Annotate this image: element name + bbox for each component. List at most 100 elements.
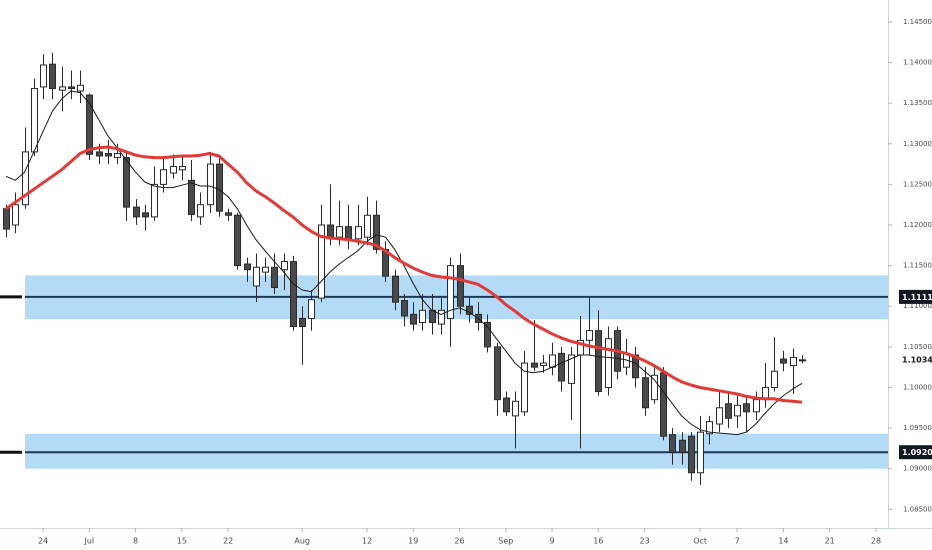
candle-body bbox=[558, 352, 565, 382]
y-tick-label: 1.08500 bbox=[903, 505, 932, 513]
candle: Aug 22 bbox=[438, 298, 445, 335]
price-labels: 1.11115 1.09203 1.10343 bbox=[899, 289, 932, 460]
candle: Jul 11 bbox=[160, 155, 167, 193]
candle: Aug 15 bbox=[392, 269, 399, 311]
candle-body bbox=[123, 157, 130, 208]
candle: Jul 25 bbox=[253, 253, 260, 303]
x-tick-label: 16 bbox=[593, 537, 603, 546]
candle: Sep 30 bbox=[688, 432, 695, 481]
y-tick-label: 1.11500 bbox=[903, 262, 932, 270]
candle: Oct 11 bbox=[771, 337, 778, 392]
x-tick-label: 14 bbox=[778, 537, 788, 546]
candle-body bbox=[743, 403, 750, 413]
candle-body bbox=[3, 208, 10, 230]
level-label: 1.11115 bbox=[902, 293, 932, 302]
levels bbox=[0, 295, 888, 454]
x-tick-label: 21 bbox=[825, 537, 835, 546]
candle: Oct 16 bbox=[799, 354, 806, 364]
level-label-box bbox=[899, 445, 932, 460]
candle: Aug 26 bbox=[457, 253, 464, 315]
candle-body bbox=[188, 179, 195, 215]
candle-body bbox=[179, 166, 186, 171]
candle-body bbox=[679, 439, 686, 453]
candle: Sep 6 bbox=[540, 354, 547, 373]
candle-body bbox=[706, 421, 713, 435]
candle-body bbox=[401, 300, 408, 317]
candle-body bbox=[160, 169, 167, 185]
candle-body bbox=[660, 372, 667, 437]
candle: Aug 23 bbox=[447, 257, 454, 347]
candle: Sep 24 bbox=[651, 367, 658, 404]
moving-averages bbox=[5, 90, 803, 436]
candle-body bbox=[133, 206, 140, 218]
candle: Jul 16 bbox=[188, 160, 195, 221]
candle-body bbox=[271, 266, 278, 289]
candle-body bbox=[355, 226, 362, 240]
candle-body bbox=[438, 309, 445, 325]
candle: Oct 9 bbox=[753, 391, 760, 420]
candle-body bbox=[336, 226, 343, 238]
candle: Aug 27 bbox=[466, 298, 473, 323]
candle-body bbox=[170, 166, 177, 174]
candle: Jul 19 bbox=[216, 155, 223, 217]
candle: Jul 22 bbox=[225, 208, 232, 221]
y-tick-label: 1.13500 bbox=[903, 99, 932, 107]
candle-body bbox=[114, 153, 121, 159]
candle: Jul 24 bbox=[244, 257, 251, 282]
candle: Oct 8 bbox=[743, 395, 750, 433]
candle-body bbox=[457, 265, 464, 307]
candle: Aug 16 bbox=[401, 294, 408, 327]
candle-body bbox=[419, 309, 426, 323]
last-price-label: 1.10343 bbox=[902, 356, 932, 365]
y-tick-label: 1.12500 bbox=[903, 180, 932, 188]
x-tick-label: 7 bbox=[735, 537, 740, 546]
candle: Jun 25 bbox=[49, 52, 56, 100]
candle: Oct 15 bbox=[790, 348, 797, 394]
candle-body bbox=[12, 204, 19, 226]
candle: Jul 30 bbox=[281, 253, 288, 290]
candle: Jun 27 bbox=[68, 70, 75, 100]
candle-body bbox=[494, 346, 501, 401]
candle: Oct 4 bbox=[725, 391, 732, 429]
candle: Oct 3 bbox=[716, 391, 723, 433]
x-tick-label: 19 bbox=[408, 537, 418, 546]
candle: Sep 3 bbox=[512, 391, 519, 449]
candle-body bbox=[373, 214, 380, 250]
level-label-box bbox=[899, 289, 932, 304]
candle-body bbox=[262, 266, 269, 273]
candle-body bbox=[253, 266, 260, 287]
candle-body bbox=[540, 362, 547, 367]
candle: Oct 14 bbox=[780, 350, 787, 372]
x-tick-label: 22 bbox=[223, 537, 233, 546]
candle: Sep 25 bbox=[660, 367, 667, 441]
candle: Sep 10 bbox=[558, 346, 565, 392]
candle: Aug 12 bbox=[364, 196, 371, 246]
candle-body bbox=[605, 338, 612, 388]
candle: Aug 30 bbox=[494, 342, 501, 416]
candle: Aug 5 bbox=[318, 204, 325, 303]
x-tick-label: Oct bbox=[693, 537, 707, 546]
candle-body bbox=[725, 403, 732, 419]
x-tick-label: 23 bbox=[640, 537, 650, 546]
candle: Jun 24 bbox=[40, 54, 47, 100]
candle-body bbox=[429, 309, 436, 323]
candle-body bbox=[49, 63, 56, 90]
candle-body bbox=[568, 354, 575, 384]
candle-body bbox=[151, 183, 158, 218]
candle: Jun 19 bbox=[12, 192, 19, 234]
candle-body bbox=[447, 265, 454, 319]
candle-body bbox=[697, 431, 704, 474]
candle-body bbox=[734, 404, 741, 417]
candle: Jul 31 bbox=[290, 255, 297, 331]
candle-body bbox=[688, 435, 695, 474]
candle-body bbox=[318, 224, 325, 299]
candle-body bbox=[77, 84, 84, 92]
candle: Jun 26 bbox=[59, 66, 66, 112]
candle-body bbox=[410, 313, 417, 325]
candle-body bbox=[96, 151, 103, 157]
candle: Sep 27 bbox=[679, 432, 686, 465]
candle-body bbox=[484, 321, 491, 348]
candle-body bbox=[364, 214, 371, 238]
candle-body bbox=[86, 94, 93, 155]
candle-body bbox=[59, 86, 66, 91]
